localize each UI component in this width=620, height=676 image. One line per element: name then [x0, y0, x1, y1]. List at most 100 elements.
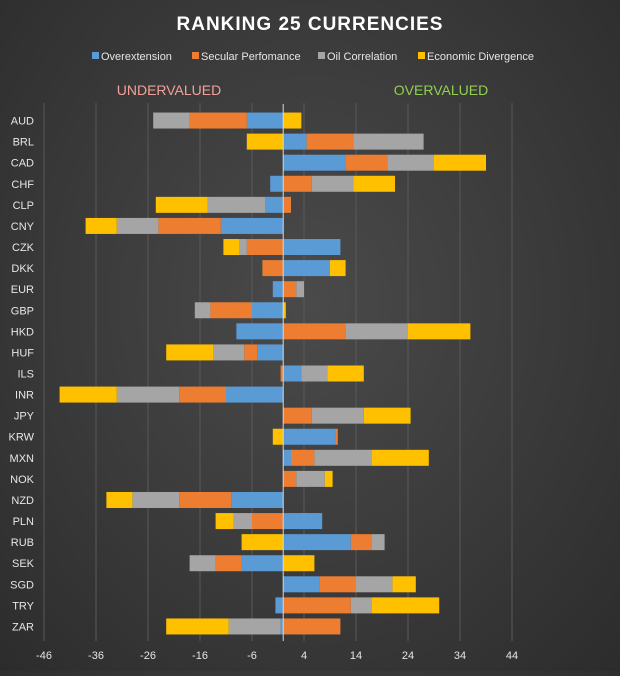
legend: Overextension Secular Perfomance Oil Corre…	[92, 51, 534, 63]
y-tick-label: SGD	[10, 579, 34, 591]
y-tick-label: HUF	[11, 347, 34, 359]
bar-nok-secular-perfomance	[283, 470, 297, 487]
y-axis-labels: AUD BRL CAD CHF CLP CNY CZK DKK EUR GBP HKD HUF ILS I…	[9, 116, 35, 634]
bar-sek-overextension	[241, 555, 284, 572]
bar-cad-oil-correlation	[387, 154, 434, 171]
bar-sgd-oil-correlation	[356, 576, 393, 593]
bar-gbp-economic-divergence	[283, 302, 286, 319]
bar-pln-overextension	[283, 513, 323, 530]
bar-try-secular-perfomance	[283, 597, 351, 614]
y-tick-label: CLP	[13, 200, 34, 212]
bar-aud-overextension	[246, 112, 284, 129]
overvalued-annotation: OVERVALUED	[394, 82, 488, 98]
y-tick-label: GBP	[11, 305, 34, 317]
x-tick-label: 4	[301, 650, 307, 662]
bar-jpy-oil-correlation	[311, 407, 364, 424]
bar-jpy-secular-perfomance	[283, 407, 312, 424]
legend-swatch-overextension	[92, 52, 99, 59]
bar-eur-secular-perfomance	[283, 281, 297, 298]
bar-krw-overextension	[283, 428, 336, 445]
bar-ils-oil-correlation	[301, 365, 328, 382]
bar-clp-secular-perfomance	[283, 196, 291, 213]
y-tick-label: CHF	[11, 179, 34, 191]
y-tick-label: SEK	[12, 558, 35, 570]
bar-sgd-economic-divergence	[392, 576, 416, 593]
legend-swatch-secular-perfomance	[192, 52, 199, 59]
bar-try-economic-divergence	[371, 597, 440, 614]
bar-try-oil-correlation	[350, 597, 372, 614]
bar-cny-overextension	[220, 217, 284, 234]
y-tick-label: PLN	[13, 516, 34, 528]
x-tick-label: -36	[88, 650, 104, 662]
y-tick-label: INR	[15, 390, 34, 402]
bar-sgd-secular-perfomance	[319, 576, 356, 593]
y-tick-label: NOK	[10, 474, 35, 486]
bar-inr-overextension	[226, 386, 284, 403]
bar-nzd-overextension	[231, 491, 284, 508]
x-tick-label: 34	[454, 650, 466, 662]
bar-brl-secular-perfomance	[306, 133, 354, 150]
bar-nzd-secular-perfomance	[179, 491, 232, 508]
bar-aud-economic-divergence	[283, 112, 302, 129]
bar-sgd-overextension	[283, 576, 320, 593]
y-tick-label: MXN	[10, 453, 35, 465]
bar-pln-economic-divergence	[215, 513, 234, 530]
bar-huf-secular-perfomance	[244, 344, 258, 361]
legend-label-secular-perfomance: Secular Perfomance	[201, 51, 301, 63]
y-tick-label: CAD	[11, 158, 34, 170]
undervalued-annotation: UNDERVALUED	[117, 82, 222, 98]
bar-clp-overextension	[265, 196, 284, 213]
bar-ils-overextension	[283, 365, 302, 382]
bar-brl-economic-divergence	[246, 133, 284, 150]
bar-huf-overextension	[257, 344, 284, 361]
bar-dkk-secular-perfomance	[262, 260, 284, 277]
bar-czk-economic-divergence	[223, 239, 239, 256]
y-tick-label: BRL	[13, 137, 34, 149]
bar-sek-secular-perfomance	[215, 555, 242, 572]
x-tick-label: 14	[350, 650, 362, 662]
bar-chf-economic-divergence	[353, 175, 395, 192]
bar-chf-oil-correlation	[311, 175, 354, 192]
bar-rub-oil-correlation	[371, 534, 385, 551]
bar-rub-overextension	[283, 534, 351, 551]
bar-zar-economic-divergence	[166, 618, 229, 635]
bar-zar-secular-perfomance	[283, 618, 341, 635]
legend-label-economic-divergence: Economic Divergence	[427, 51, 534, 63]
bar-chf-secular-perfomance	[283, 175, 312, 192]
x-tick-label: -16	[192, 650, 208, 662]
bar-czk-secular-perfomance	[246, 239, 284, 256]
bar-eur-overextension	[272, 281, 284, 298]
bar-hkd-economic-divergence	[408, 323, 471, 340]
bar-ils-economic-divergence	[327, 365, 364, 382]
bar-pln-oil-correlation	[233, 513, 252, 530]
y-tick-label: CNY	[11, 221, 35, 233]
y-tick-label: TRY	[12, 600, 34, 612]
bar-brl-overextension	[283, 133, 307, 150]
bar-nok-oil-correlation	[296, 470, 325, 487]
bar-cad-economic-divergence	[434, 154, 486, 171]
bar-clp-economic-divergence	[155, 196, 208, 213]
bar-jpy-economic-divergence	[363, 407, 411, 424]
bar-cad-overextension	[283, 154, 346, 171]
bar-inr-oil-correlation	[116, 386, 180, 403]
y-tick-label: CZK	[12, 242, 35, 254]
legend-swatch-oil-correlation	[318, 52, 325, 59]
y-tick-label: DKK	[11, 263, 34, 275]
bar-mxn-secular-perfomance	[291, 449, 315, 466]
bar-dkk-overextension	[283, 260, 330, 277]
bar-ils-secular-perfomance	[280, 365, 284, 382]
x-tick-label: 44	[506, 650, 518, 662]
bar-cny-secular-perfomance	[158, 217, 221, 234]
y-tick-label: JPY	[14, 411, 35, 423]
bar-czk-overextension	[283, 239, 341, 256]
y-tick-label: KRW	[9, 432, 35, 444]
chart-title: RANKING 25 CURRENCIES	[177, 14, 444, 35]
bar-chf-overextension	[270, 175, 284, 192]
bar-cny-oil-correlation	[116, 217, 159, 234]
bar-gbp-oil-correlation	[194, 302, 211, 319]
bar-inr-secular-perfomance	[179, 386, 226, 403]
bar-nok-economic-divergence	[324, 470, 333, 487]
bar-sek-oil-correlation	[189, 555, 216, 572]
y-tick-label: EUR	[11, 284, 34, 296]
